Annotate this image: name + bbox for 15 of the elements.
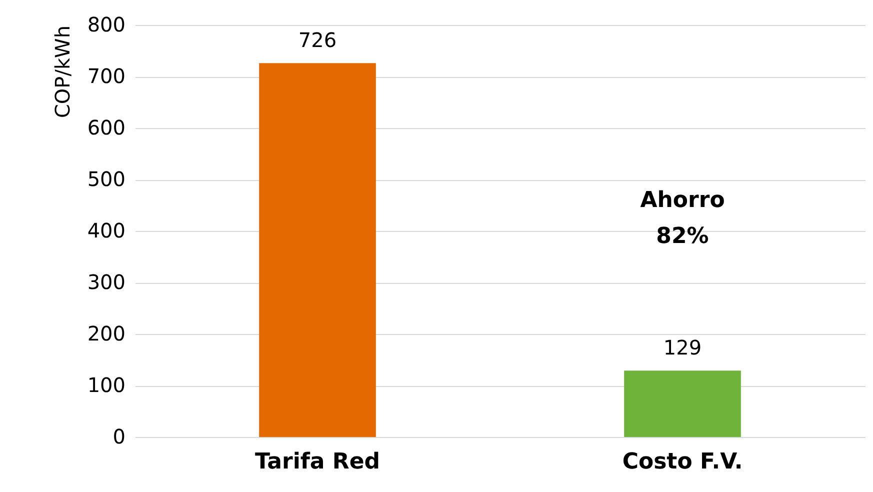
data-label: 726 <box>298 28 337 52</box>
y-tick-label: 300 <box>87 270 126 294</box>
y-tick-label: 200 <box>87 322 126 346</box>
y-tick-label: 700 <box>87 64 126 88</box>
data-label: 129 <box>663 336 702 360</box>
y-tick-label: 0 <box>112 424 126 448</box>
y-tick-label: 500 <box>87 167 126 191</box>
x-tick-label: Costo F.V. <box>622 450 743 474</box>
y-tick-label: 800 <box>87 12 126 36</box>
y-tick-label: 100 <box>87 373 126 397</box>
annotation: Ahorro 82% <box>640 188 725 249</box>
y-axis-title: COP/kWh <box>50 26 74 118</box>
y-tick-label: 600 <box>87 116 126 140</box>
y-tick-label: 400 <box>87 218 126 242</box>
x-tick-label: Tarifa Red <box>254 450 380 474</box>
